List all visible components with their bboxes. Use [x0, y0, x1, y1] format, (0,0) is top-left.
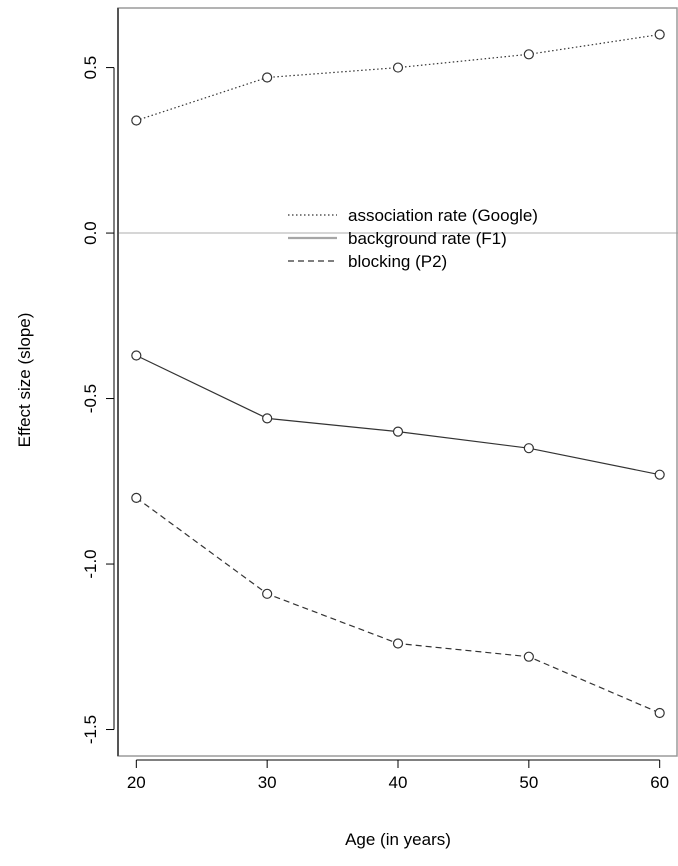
legend-label-2: blocking (P2) [348, 252, 447, 271]
data-point-0-0 [131, 115, 142, 126]
x-tick-label-4: 60 [650, 773, 669, 792]
y-axis-title: Effect size (slope) [15, 313, 34, 448]
legend: association rate (Google) background rate… [288, 206, 538, 271]
data-point-0-1 [262, 72, 273, 83]
series-group-0 [131, 29, 665, 126]
x-axis-title: Age (in years) [345, 830, 451, 849]
series-line-0 [136, 33, 660, 122]
data-point-1-1 [262, 413, 273, 424]
x-tick-label-2: 40 [389, 773, 408, 792]
series-line-1 [136, 354, 660, 476]
series-group-1 [131, 350, 665, 480]
x-tick-label-3: 50 [519, 773, 538, 792]
data-point-0-2 [392, 62, 404, 73]
data-point-2-1 [262, 588, 273, 599]
data-point-0-3 [523, 49, 534, 60]
data-point-2-0 [131, 492, 142, 503]
plot-frame-layer [117, 7, 678, 757]
y-tick-label-4: 0.5 [81, 56, 100, 80]
series-layer [131, 29, 665, 719]
y-tick-label-0: -1.5 [81, 715, 100, 744]
y-tick-label-2: -0.5 [81, 384, 100, 413]
data-point-0-4 [654, 29, 665, 40]
x-tick-label-0: 20 [127, 773, 146, 792]
series-line-2 [135, 497, 660, 714]
data-point-1-2 [392, 426, 404, 437]
data-point-1-0 [131, 350, 142, 361]
data-point-2-3 [523, 651, 534, 662]
y-tick-label-3: 0.0 [81, 221, 100, 245]
data-point-1-3 [523, 443, 534, 454]
y-axis: -1.5 -1.0 -0.5 0.0 0.5 [81, 56, 115, 744]
data-point-1-4 [654, 469, 665, 480]
data-point-2-4 [654, 707, 665, 719]
legend-label-0: association rate (Google) [348, 206, 538, 225]
x-axis: 20 30 40 50 60 [127, 759, 669, 792]
x-tick-label-1: 30 [258, 773, 277, 792]
y-tick-label-1: -1.0 [81, 549, 100, 578]
data-point-2-2 [392, 638, 404, 649]
legend-label-1: background rate (F1) [348, 229, 507, 248]
series-group-2 [131, 492, 665, 719]
